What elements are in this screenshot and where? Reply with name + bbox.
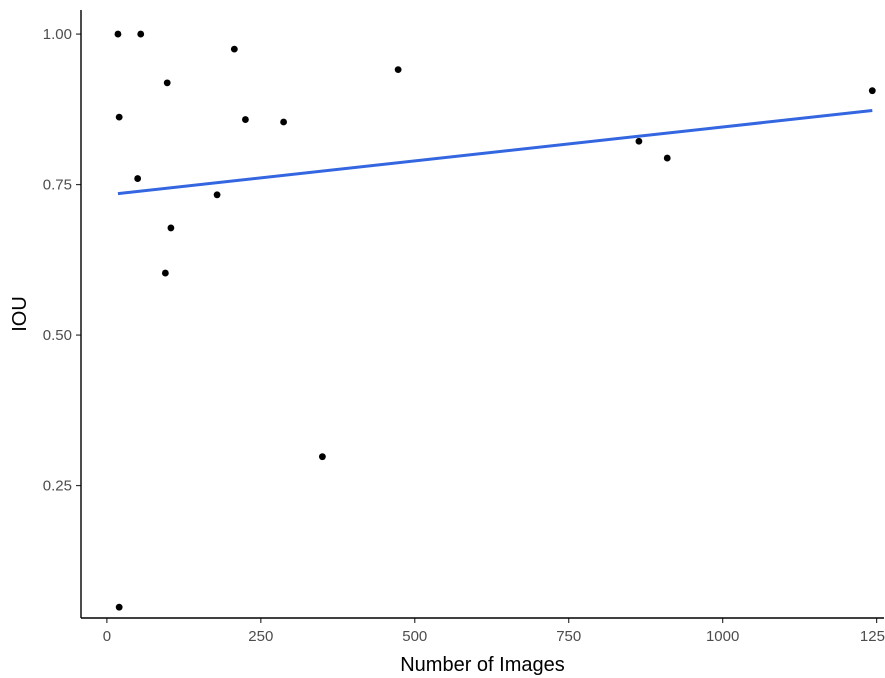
data-point — [242, 116, 249, 123]
x-tick-label: 1000 — [706, 628, 739, 645]
data-point — [161, 269, 169, 277]
data-point — [394, 66, 402, 73]
y-tick-label: 1.00 — [43, 26, 72, 43]
x-axis-ticks: 0 250 500 750 1000 1250 — [103, 618, 885, 645]
data-point — [115, 603, 123, 611]
data-point — [167, 224, 175, 232]
data-point — [134, 175, 142, 182]
x-tick-label: 250 — [248, 628, 273, 645]
x-axis-title: Number of Images — [400, 654, 565, 676]
x-tick-label: 0 — [103, 628, 111, 645]
trend-layer — [117, 109, 873, 196]
data-point — [318, 453, 326, 461]
y-tick-label: 0.75 — [43, 177, 72, 194]
data-point — [213, 191, 221, 199]
x-tick-label: 500 — [402, 628, 427, 645]
data-point — [115, 113, 123, 121]
x-tick-label: 750 — [556, 628, 581, 645]
data-point — [635, 137, 643, 145]
y-axis-title: IOU — [9, 296, 31, 332]
y-tick-label: 0.25 — [43, 478, 72, 495]
data-point — [230, 45, 238, 53]
data-point — [280, 118, 287, 126]
data-point — [114, 30, 122, 38]
points-layer — [114, 30, 876, 611]
data-point — [163, 79, 171, 87]
data-point — [868, 87, 876, 95]
y-tick-label: 0.50 — [43, 327, 72, 344]
x-tick-label: 1250 — [860, 628, 885, 645]
y-axis-ticks: 0.25 0.50 0.75 1.00 — [43, 26, 81, 495]
trend-line — [117, 109, 873, 196]
data-point — [663, 154, 671, 162]
data-point — [137, 30, 145, 38]
